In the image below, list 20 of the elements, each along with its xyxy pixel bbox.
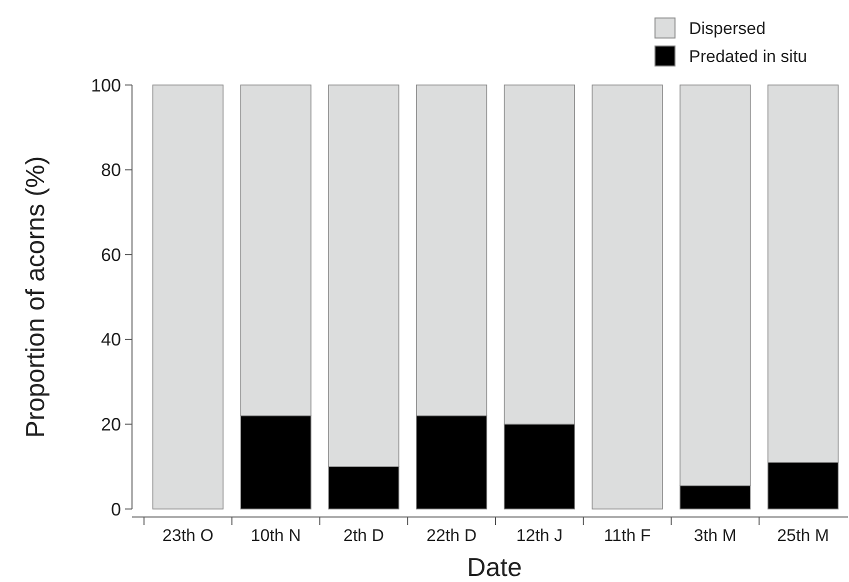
x-tick-label: 22th D xyxy=(426,526,477,545)
bar xyxy=(592,84,663,510)
y-tick-label: 0 xyxy=(110,499,121,520)
x-axis-title: Date xyxy=(467,552,522,582)
legend-label: Dispersed xyxy=(689,18,766,38)
y-tick-label: 100 xyxy=(90,75,121,96)
y-tick-label: 80 xyxy=(100,160,121,180)
y-tick-label: 20 xyxy=(100,414,121,434)
x-tick-label: 10th N xyxy=(250,526,301,545)
x-tick-label: 2th D xyxy=(343,526,384,545)
bar xyxy=(152,84,224,510)
y-axis-title: Proportion of acorns (%) xyxy=(20,156,50,438)
x-tick-label: 25th M xyxy=(777,526,830,545)
x-tick-label: 12th J xyxy=(516,526,563,545)
x-tick-label: 11th F xyxy=(604,526,651,545)
x-tick-label: 3th M xyxy=(694,526,736,545)
y-tick-label: 40 xyxy=(100,330,121,350)
y-tick-label: 60 xyxy=(100,244,121,265)
x-tick-label: 23th O xyxy=(162,526,214,545)
legend-label: Predated in situ xyxy=(689,46,808,66)
